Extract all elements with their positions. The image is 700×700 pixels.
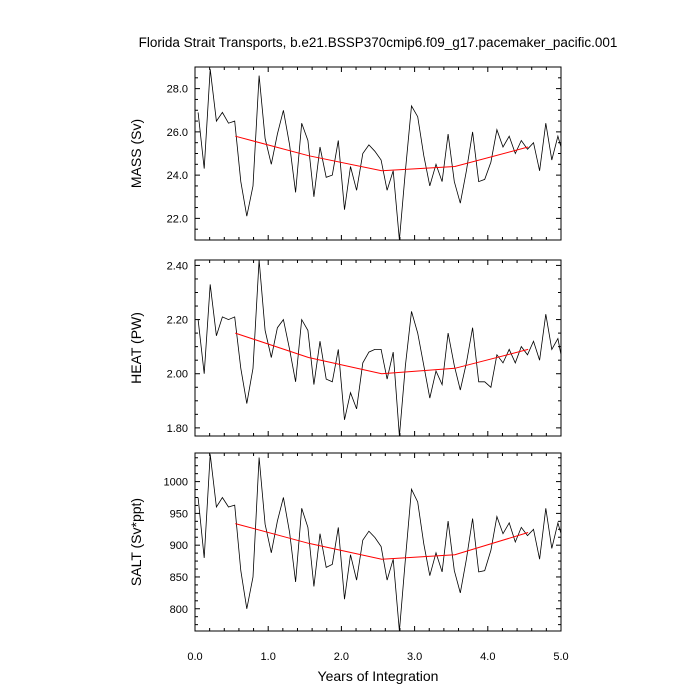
panel-2: 1.80 2.00 2.20 2.40 HEAT (PW): [128, 259, 562, 437]
y-axis-title: SALT (Sv*ppt): [128, 498, 144, 586]
panel-1: 22.0 24.0 26.0 28.0 MASS (Sv): [128, 66, 562, 241]
x-tick-label: 5.0: [553, 651, 568, 663]
y-axis-title: HEAT (PW): [128, 312, 144, 384]
x-tick-label: 2.0: [334, 651, 349, 663]
plot-frame: [194, 452, 562, 632]
x-tick-label: 1.0: [261, 651, 276, 663]
y-axis-title: MASS (Sv): [128, 119, 144, 188]
x-tick-label: 0.0: [187, 651, 202, 663]
panel-3: 0.0 1.0 2.0 3.0 4.0 5.0 800 850 900 950 1000 SALT (…: [128, 452, 569, 663]
monthly-series-line: [197, 454, 561, 631]
y-tick-label: 950: [170, 508, 188, 520]
y-tick-label: 2.20: [167, 315, 188, 327]
y-tick-label: 850: [170, 572, 188, 584]
y-tick-label: 1000: [164, 477, 188, 489]
monthly-series-line: [197, 260, 561, 436]
plot-frame: [194, 259, 562, 437]
x-tick-label: 4.0: [480, 651, 495, 663]
annual-mean-series-line: [235, 332, 529, 375]
x-tick-label: 3.0: [407, 651, 422, 663]
annual-mean-series-line: [235, 135, 529, 172]
panels: 22.0 24.0 26.0 28.0 MASS (Sv) 1.80 2.00 2.20 2.4…: [128, 66, 569, 663]
y-tick-label: 22.0: [167, 213, 188, 225]
x-axis-title: Years of Integration: [318, 668, 439, 684]
y-tick-label: 2.00: [167, 369, 188, 381]
y-tick-label: 800: [170, 604, 188, 616]
y-tick-label: 2.40: [167, 260, 188, 272]
y-tick-label: 24.0: [167, 170, 188, 182]
y-tick-label: 26.0: [167, 127, 188, 139]
chart-title: Florida Strait Transports, b.e21.BSSP370…: [139, 35, 618, 50]
monthly-series-line: [197, 69, 561, 240]
y-tick-label: 28.0: [167, 84, 188, 96]
annual-mean-series-line: [235, 523, 529, 560]
y-tick-label: 900: [170, 540, 188, 552]
y-tick-label: 1.80: [167, 423, 188, 435]
